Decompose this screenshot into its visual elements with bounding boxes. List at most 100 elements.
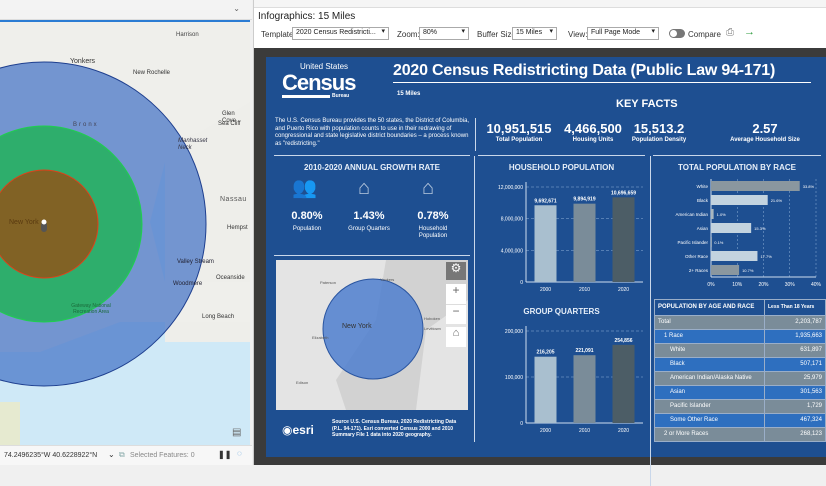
- row-label: White: [654, 343, 765, 358]
- map-label: Bronx: [73, 122, 99, 128]
- table-row: 1 Race 1,935,663: [654, 329, 826, 344]
- map-view[interactable]: Harrison Yonkers New Rochelle Glen Cove …: [0, 20, 250, 445]
- category-label: Other Race: [685, 254, 709, 259]
- bar: [711, 223, 752, 233]
- row-value: 2,203,787: [764, 315, 826, 330]
- template-label: Template:: [261, 30, 296, 39]
- zoom-select[interactable]: 80%: [419, 27, 469, 40]
- infographic-title: 2020 Census Redistricting Data (Public L…: [393, 62, 776, 79]
- template-select[interactable]: 2020 Census Redistricti...: [292, 27, 389, 40]
- map-label: Glen Cove: [222, 111, 237, 124]
- x-tick-label: 0%: [707, 282, 715, 288]
- census-logo: United States Census Bureau: [282, 62, 356, 99]
- view-select[interactable]: Full Page Mode: [587, 27, 659, 40]
- buffer-size-label: Buffer Size:: [477, 30, 519, 39]
- buffer-size-select[interactable]: 15 Miles: [512, 27, 557, 40]
- bar: [573, 203, 596, 282]
- compare-toggle[interactable]: [669, 29, 685, 38]
- table-row: Pacific Islander 1,729: [654, 399, 826, 414]
- row-value: 467,324: [764, 413, 826, 428]
- category-label: White: [696, 184, 708, 189]
- x-tick-label: 2010: [579, 428, 590, 434]
- description: The U.S. Census Bureau provides the 50 s…: [275, 118, 470, 147]
- legend-icon[interactable]: ▤: [232, 427, 242, 438]
- home-button[interactable]: ⌂: [446, 327, 466, 347]
- bar: [711, 237, 712, 247]
- bar: [612, 197, 635, 282]
- chevron-down-icon[interactable]: ⌄: [233, 4, 240, 13]
- key-facts-title: KEY FACTS: [616, 98, 678, 110]
- x-tick-label: 2000: [540, 428, 551, 434]
- category-label: Black: [697, 198, 709, 203]
- growth-title: 2010-2020 ANNUAL GROWTH RATE: [304, 163, 440, 172]
- esri-logo: ◉esri: [282, 423, 314, 437]
- bar: [711, 251, 758, 261]
- x-tick-label: 20%: [758, 282, 769, 288]
- row-value: 268,123: [764, 427, 826, 442]
- zoom-label: Zoom:: [397, 30, 420, 39]
- map-label: Woodmere: [173, 281, 203, 287]
- household-population-chart: 0 4,000,000 8,000,000 12,000,000 9,692,671 20…: [498, 182, 643, 293]
- map-label: Valley Stream: [177, 259, 214, 265]
- data-label: 221,091: [575, 348, 593, 354]
- row-label: 1 Race: [654, 329, 765, 344]
- row-value: 301,563: [764, 385, 826, 400]
- infographic-stage: United States Census Bureau 2020 Census …: [254, 48, 826, 486]
- row-label: Asian: [654, 385, 765, 400]
- coordinates-readout: 74.2496235°W 40.6228922°N: [4, 452, 98, 459]
- row-value: 1,935,663: [764, 329, 826, 344]
- map-label: Manhasset Neck: [178, 138, 208, 151]
- table-row: American Indian/Alaska Native 25,979: [654, 371, 826, 386]
- print-icon[interactable]: ⎙: [726, 27, 734, 38]
- row-value: 25,979: [764, 371, 826, 386]
- refresh-icon[interactable]: ◌: [237, 449, 242, 458]
- group-quarters-title: GROUP QUARTERS: [523, 307, 600, 316]
- data-label: 0.1%: [714, 240, 724, 245]
- y-tick-label: 4,000,000: [501, 248, 523, 254]
- data-label: 9,692,671: [534, 198, 556, 204]
- row-value: 1,729: [764, 399, 826, 414]
- x-tick-label: 2020: [618, 428, 629, 434]
- zoom-out-button[interactable]: −: [446, 304, 466, 324]
- category-label: Pacific Islander: [677, 240, 708, 245]
- bar: [711, 209, 714, 219]
- map-label: Long Beach: [202, 314, 235, 320]
- fact-housing-units: 4,466,500 Housing Units: [564, 121, 622, 143]
- y-tick-label: 100,000: [505, 375, 523, 381]
- status-bar: 74.2496235°W 40.6228922°N ⌄ ⧉ Selected F…: [0, 445, 252, 465]
- export-arrow-icon[interactable]: →: [744, 26, 755, 38]
- table-row: Some Other Race 467,324: [654, 413, 826, 428]
- map-label: New Rochelle: [133, 70, 171, 76]
- map-label: New York: [9, 219, 39, 226]
- y-tick-label: 8,000,000: [501, 217, 523, 223]
- category-label: American Indian: [675, 212, 708, 217]
- people-icon: 👥: [292, 177, 317, 199]
- pause-icon[interactable]: ❚❚: [218, 450, 232, 459]
- row-label: Pacific Islander: [654, 399, 765, 414]
- data-label: 9,894,919: [573, 197, 595, 203]
- selected-features: Selected Features: 0: [130, 452, 195, 459]
- chevron-down-icon[interactable]: ⌄: [108, 450, 115, 459]
- house-icon: ⌂: [358, 177, 371, 199]
- settings-gear-icon[interactable]: ⚙: [446, 261, 466, 280]
- row-label: 2 or More Races: [654, 427, 765, 442]
- data-label: 15.3%: [754, 226, 766, 231]
- zoom-in-button[interactable]: +: [446, 283, 466, 304]
- fact-household-size: 2.57 Average Household Size: [730, 121, 800, 143]
- x-tick-label: 2000: [540, 287, 551, 293]
- row-value: 631,897: [764, 343, 826, 358]
- bar: [711, 181, 800, 191]
- data-label: 21.6%: [771, 198, 783, 203]
- fact-population-density: 15,513.2 Population Density: [631, 121, 687, 143]
- household-icon: ⌂: [422, 177, 435, 199]
- x-tick-label: 40%: [811, 282, 822, 288]
- table-header: POPULATION BY AGE AND RACE: [654, 299, 765, 316]
- table-row: Total 2,203,787: [654, 315, 826, 330]
- bar: [534, 205, 557, 282]
- race-chart: 0% 10% 20% 30% 40% White 33.8% Black 21.6% Americ…: [675, 179, 822, 288]
- map-tab-strip: ⌄: [0, 0, 252, 20]
- household-chart-title: HOUSEHOLD POPULATION: [508, 163, 615, 172]
- map-label: Yonkers: [70, 58, 96, 65]
- map-label: Harrison: [176, 32, 199, 38]
- mini-map[interactable]: Paterson Yonkers New York Elizabeth Edis…: [276, 260, 468, 410]
